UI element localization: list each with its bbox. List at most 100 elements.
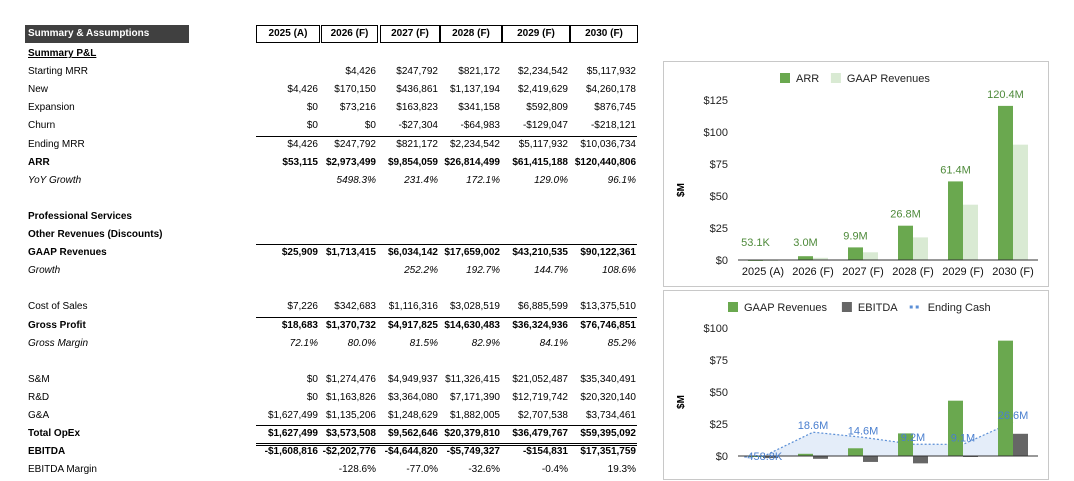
cell-2028-f[interactable]: 172.1% — [466, 174, 500, 186]
cell-2029-f[interactable]: $6,885,599 — [517, 301, 568, 313]
cell-2028-f[interactable]: $1,137,194 — [449, 84, 500, 96]
cell-2029-f[interactable]: 129.0% — [534, 174, 568, 186]
cell-2030-f[interactable]: $3,734,461 — [585, 410, 636, 421]
cell-2027-f[interactable]: $6,034,142 — [387, 247, 438, 259]
cell-2025-a[interactable]: $25,909 — [281, 247, 318, 259]
cell-2030-f[interactable]: 108.6% — [602, 265, 636, 277]
cell-2025-a[interactable]: $0 — [306, 373, 318, 385]
row-label[interactable]: Gross Profit — [28, 319, 86, 331]
year-header-2027-f[interactable]: 2027 (F) — [380, 25, 440, 43]
cell-2026-f[interactable]: 80.0% — [347, 337, 376, 349]
row-label[interactable]: Growth — [28, 265, 61, 277]
row-label[interactable]: GAAP Revenues — [28, 247, 107, 259]
cell-2029-f[interactable]: $12,719,742 — [512, 391, 568, 403]
cell-2026-f[interactable]: $342,683 — [334, 301, 376, 313]
cell-2025-a[interactable]: $0 — [306, 102, 318, 114]
cell-2030-f[interactable]: $10,036,734 — [580, 138, 636, 150]
cell-2029-f[interactable]: -$154,831 — [522, 446, 568, 458]
row-label[interactable]: Other Revenues (Discounts) — [28, 229, 163, 240]
cell-2029-f[interactable]: $36,324,936 — [512, 319, 568, 331]
cell-2025-a[interactable]: $18,683 — [281, 319, 318, 331]
cell-2028-f[interactable]: $341,158 — [458, 102, 500, 114]
cell-2029-f[interactable]: $36,479,767 — [512, 428, 568, 440]
cell-2027-f[interactable]: 252.2% — [404, 265, 438, 277]
cell-2030-f[interactable]: $5,117,932 — [586, 66, 636, 78]
cell-2027-f[interactable]: $163,823 — [396, 102, 438, 114]
year-header-2030-f[interactable]: 2030 (F) — [570, 25, 638, 43]
cell-2029-f[interactable]: $21,052,487 — [512, 373, 568, 385]
cell-2030-f[interactable]: -$218,121 — [590, 120, 636, 132]
cell-2026-f[interactable]: $73,216 — [339, 102, 376, 114]
arr-revenue-chart[interactable]: $M $0 $25 $50 $75 $100 $125 ARR GAAP Revenues 202… — [663, 61, 1049, 287]
cell-2025-a[interactable]: $1,627,499 — [267, 428, 318, 440]
cell-2030-f[interactable]: 85.2% — [607, 337, 636, 349]
cell-2025-a[interactable]: $7,226 — [287, 301, 318, 313]
cell-2029-f[interactable]: -0.4% — [541, 464, 568, 476]
sheet-title[interactable]: Summary & Assumptions — [25, 25, 189, 43]
cell-2028-f[interactable]: $14,630,483 — [444, 319, 500, 331]
cell-2028-f[interactable]: 192.7% — [466, 265, 500, 277]
cell-2027-f[interactable]: 81.5% — [409, 337, 438, 349]
cell-2028-f[interactable]: $17,659,002 — [444, 247, 500, 259]
cell-2030-f[interactable]: 96.1% — [607, 174, 636, 186]
cell-2025-a[interactable]: $0 — [306, 391, 318, 403]
cell-2026-f[interactable]: $1,163,826 — [325, 391, 376, 403]
row-label[interactable]: EBITDA Margin — [28, 464, 97, 476]
cell-2028-f[interactable]: -$64,983 — [460, 120, 500, 132]
cell-2028-f[interactable]: $26,814,499 — [444, 156, 500, 168]
row-label[interactable]: G&A — [28, 410, 50, 421]
year-header-2026-f[interactable]: 2026 (F) — [321, 25, 378, 43]
cell-2027-f[interactable]: $247,792 — [396, 66, 438, 78]
cell-2030-f[interactable]: $35,340,491 — [580, 373, 636, 385]
cell-2026-f[interactable]: $1,135,206 — [325, 410, 376, 421]
cell-2029-f[interactable]: -$129,047 — [522, 120, 568, 132]
cell-2026-f[interactable]: $3,573,508 — [325, 428, 376, 440]
cell-2027-f[interactable]: $4,949,937 — [387, 373, 438, 385]
cell-2030-f[interactable]: $59,395,092 — [580, 428, 636, 440]
row-label[interactable]: S&M — [28, 373, 50, 385]
year-header-2025-a[interactable]: 2025 (A) — [256, 25, 320, 43]
cell-2030-f[interactable]: $13,375,510 — [580, 301, 636, 313]
cell-2027-f[interactable]: -$4,644,820 — [384, 446, 438, 458]
row-label[interactable]: EBITDA — [28, 446, 66, 458]
cell-2028-f[interactable]: -$5,749,327 — [446, 446, 500, 458]
cell-2027-f[interactable]: -77.0% — [406, 464, 438, 476]
year-header-2028-f[interactable]: 2028 (F) — [440, 25, 502, 43]
cell-2028-f[interactable]: 82.9% — [471, 337, 500, 349]
row-label[interactable]: Cost of Sales — [28, 301, 88, 313]
cell-2030-f[interactable]: $120,440,806 — [574, 156, 636, 168]
cell-2029-f[interactable]: $2,707,538 — [517, 410, 568, 421]
cell-2025-a[interactable]: 72.1% — [289, 337, 318, 349]
cell-2026-f[interactable]: $4,426 — [345, 66, 376, 78]
cell-2025-a[interactable]: $4,426 — [287, 84, 318, 96]
cell-2028-f[interactable]: $2,234,542 — [449, 138, 500, 150]
row-label[interactable]: Professional Services — [28, 210, 132, 222]
cell-2026-f[interactable]: $2,973,499 — [325, 156, 376, 168]
row-label[interactable]: Churn — [28, 120, 56, 132]
cell-2027-f[interactable]: $9,854,059 — [387, 156, 438, 168]
cell-2026-f[interactable]: -128.6% — [338, 464, 376, 476]
cell-2027-f[interactable]: $436,861 — [396, 84, 438, 96]
year-header-2029-f[interactable]: 2029 (F) — [502, 25, 570, 43]
cell-2029-f[interactable]: $2,419,629 — [517, 84, 568, 96]
cell-2026-f[interactable]: $247,792 — [334, 138, 376, 150]
cell-2027-f[interactable]: -$27,304 — [398, 120, 438, 132]
row-label[interactable]: Expansion — [28, 102, 75, 114]
cell-2027-f[interactable]: 231.4% — [404, 174, 438, 186]
row-label[interactable]: New — [28, 84, 49, 96]
cell-2030-f[interactable]: $76,746,851 — [580, 319, 636, 331]
cell-2029-f[interactable]: $592,809 — [526, 102, 568, 114]
cell-2026-f[interactable]: 5498.3% — [336, 174, 376, 186]
cell-2030-f[interactable]: $17,351,759 — [580, 446, 636, 458]
cell-2028-f[interactable]: $7,171,390 — [449, 391, 500, 403]
cell-2026-f[interactable]: -$2,202,776 — [322, 446, 376, 458]
cell-2030-f[interactable]: $90,122,361 — [580, 247, 636, 259]
cell-2027-f[interactable]: $4,917,825 — [387, 319, 438, 331]
cell-2025-a[interactable]: $53,115 — [282, 156, 318, 168]
cell-2025-a[interactable]: $0 — [306, 120, 318, 132]
cell-2025-a[interactable]: -$1,608,816 — [264, 446, 318, 458]
row-label[interactable]: Starting MRR — [28, 66, 89, 78]
cell-2026-f[interactable]: $170,150 — [334, 84, 376, 96]
revenue-ebitda-cash-chart[interactable]: $M $0 $25 $50 $75 $100 GAAP Revenues EBITDA Endi… — [663, 290, 1049, 480]
cell-2029-f[interactable]: $5,117,932 — [518, 138, 568, 150]
